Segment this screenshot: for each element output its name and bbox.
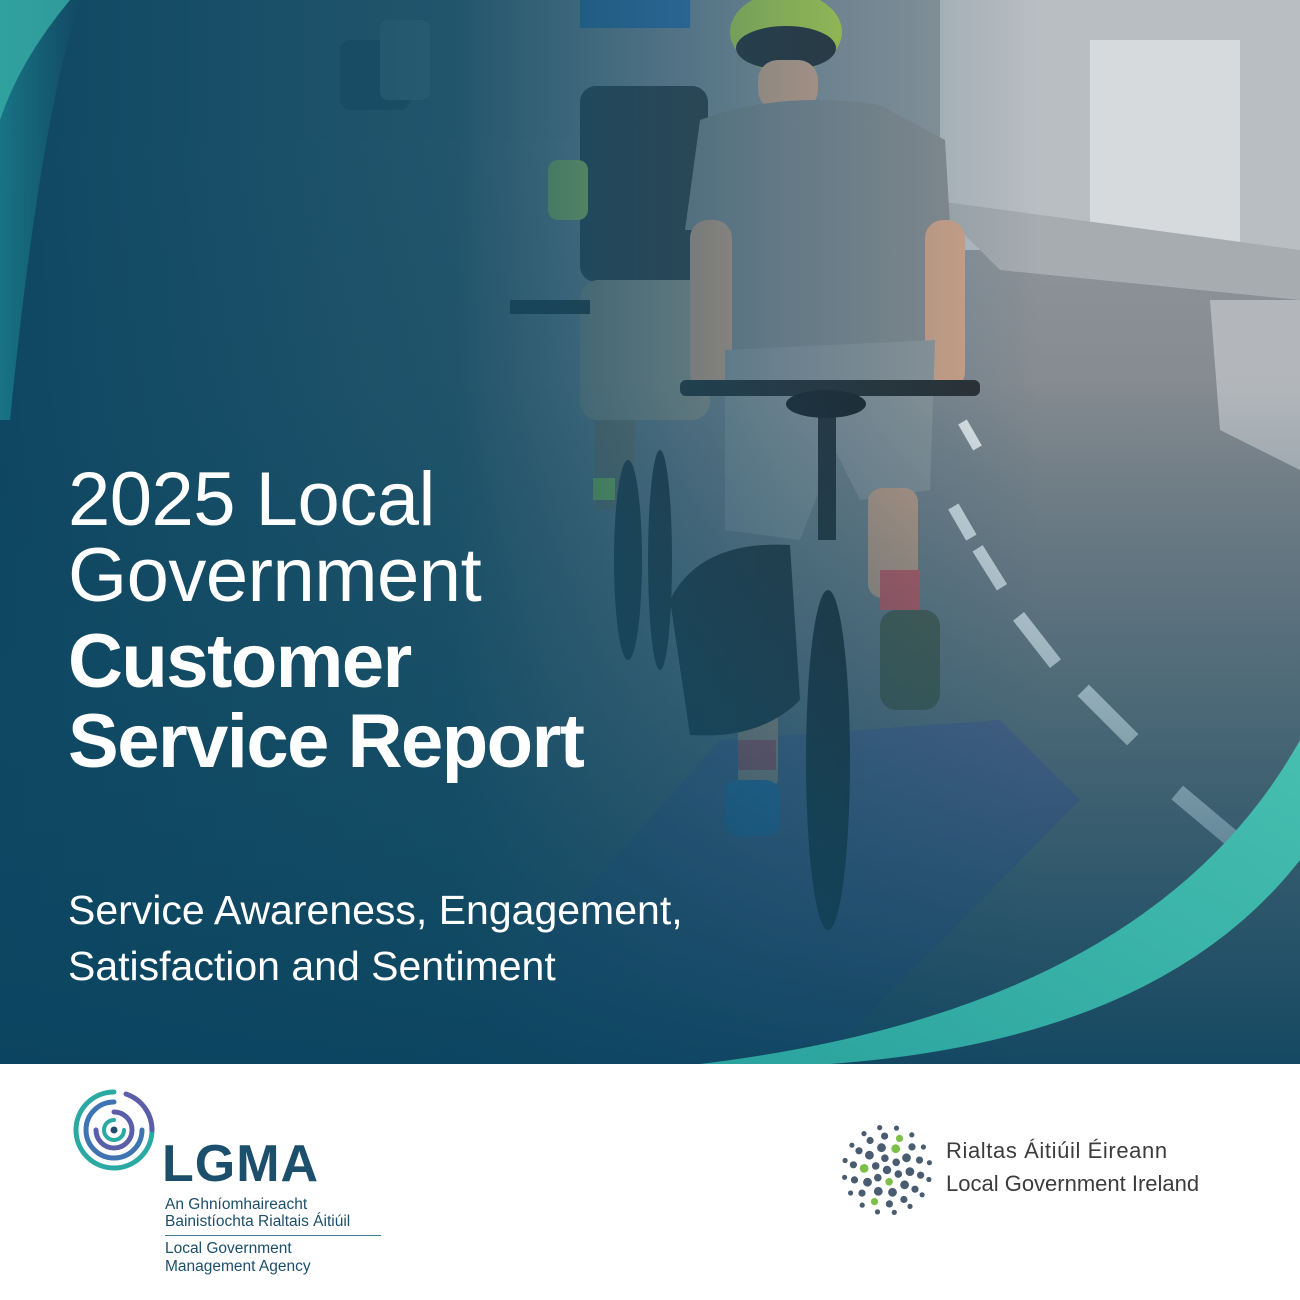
lgi-dot <box>861 1131 867 1137</box>
lgi-dot <box>891 1144 901 1154</box>
lgi-dot <box>863 1177 872 1187</box>
lgi-dot <box>850 1176 859 1184</box>
lgi-dot <box>873 1186 883 1196</box>
lgi-dot <box>892 1158 900 1167</box>
lgi-dot <box>919 1192 925 1198</box>
lgi-dot <box>908 1143 916 1151</box>
lgi-dot <box>893 1125 900 1131</box>
lgi-dot <box>849 1161 857 1169</box>
lgi-dot <box>915 1156 924 1164</box>
lgi-dot-cluster-icon <box>842 1125 932 1215</box>
lgma-irish-line-1: An Ghníomhaireacht <box>165 1196 308 1213</box>
lgi-dot <box>881 1154 889 1162</box>
lgi-dot <box>907 1203 913 1209</box>
lgi-dot <box>859 1164 869 1173</box>
cover-hero: 2025 Local Government Customer Service R… <box>0 0 1300 1064</box>
lgi-dot <box>885 1178 893 1186</box>
title-line-4: Service Report <box>68 699 585 784</box>
lgi-dot <box>881 1132 889 1140</box>
lgi-dot <box>917 1171 925 1179</box>
lgi-dot <box>849 1142 855 1148</box>
lgi-dot <box>848 1190 854 1196</box>
lgi-dot <box>842 1157 848 1164</box>
subtitle-line-2: Satisfaction and Sentiment <box>68 943 556 989</box>
lgi-name-english: Local Government Ireland <box>946 1171 1200 1196</box>
lgma-spiral-icon <box>73 1089 155 1171</box>
report-title: 2025 Local Government Customer Service R… <box>68 457 585 784</box>
lgi-dot <box>885 1200 893 1208</box>
lgma-logo: LGMA An Ghníomhaireacht Bainistíochta Ri… <box>66 1086 406 1286</box>
logo-band: LGMA An Ghníomhaireacht Bainistíochta Ri… <box>0 1064 1300 1300</box>
title-line-3: Customer <box>68 619 412 704</box>
lgi-dot <box>865 1150 874 1160</box>
lgi-dot <box>859 1202 865 1208</box>
lgi-dot <box>926 1160 932 1166</box>
lgi-dot <box>874 1209 881 1215</box>
lgi-name-irish: Rialtas Áitiúil Éireann <box>946 1138 1168 1163</box>
lgma-irish-line-2: Bainistíochta Rialtais Áitiúil <box>165 1213 351 1230</box>
lgi-dot <box>858 1189 866 1197</box>
lgi-dot <box>842 1174 848 1180</box>
lgi-dot <box>926 1176 932 1183</box>
lgi-dot <box>911 1185 919 1193</box>
lgi-dot <box>900 1195 908 1204</box>
lgma-divider <box>165 1235 381 1236</box>
lgi-dot <box>874 1173 882 1182</box>
subtitle-line-1: Service Awareness, Engagement, <box>68 887 683 933</box>
lgi-dot <box>855 1147 863 1155</box>
lgi-dot <box>877 1125 883 1131</box>
lgi-dot <box>900 1180 909 1190</box>
lgi-dot <box>905 1167 915 1176</box>
lgi-logo: Rialtas Áitiúil Éireann Local Government… <box>842 1124 1262 1218</box>
lgi-dot <box>866 1136 874 1145</box>
lgi-dot <box>882 1165 892 1175</box>
cyclists-street-photo <box>0 0 1300 1064</box>
lgi-dot <box>894 1170 903 1178</box>
lgma-english-line-1: Local Government <box>165 1240 292 1257</box>
lgi-dot <box>909 1132 915 1138</box>
lgi-dot <box>871 1162 880 1170</box>
lgi-dot <box>891 1209 897 1215</box>
lgi-dot <box>920 1144 926 1150</box>
title-line-2: Government <box>68 533 482 618</box>
lgma-english-line-2: Management Agency <box>165 1258 311 1275</box>
lgma-acronym: LGMA <box>162 1135 320 1193</box>
lgi-dot <box>877 1143 886 1153</box>
lgi-dot <box>870 1198 879 1206</box>
lgi-dot <box>895 1134 904 1142</box>
lgi-dot <box>902 1153 911 1163</box>
title-line-1: 2025 Local <box>68 457 435 542</box>
report-subtitle: Service Awareness, Engagement, Satisfact… <box>68 882 683 994</box>
lgi-dot <box>888 1187 897 1197</box>
